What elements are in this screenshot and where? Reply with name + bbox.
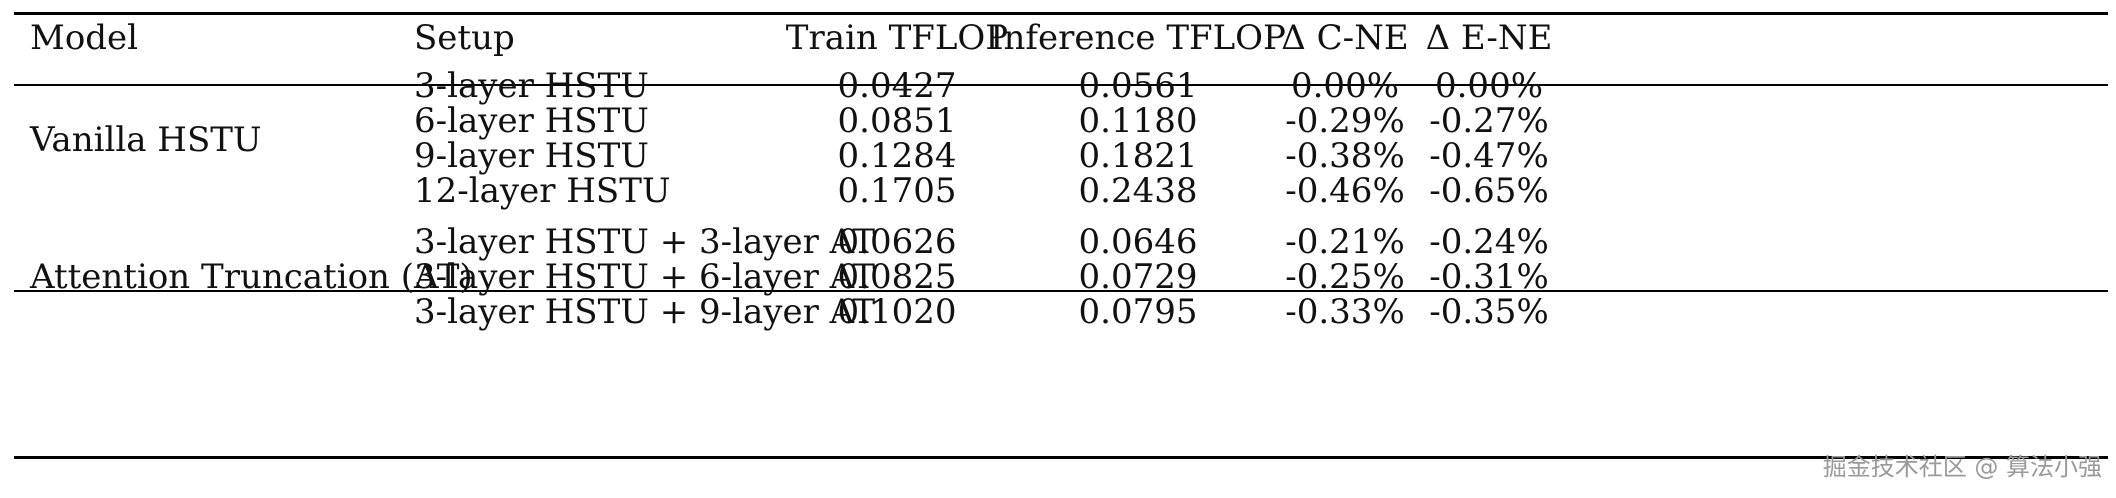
train-tflop-cell: 0.0427 [837,66,957,106]
group-model-label: Vanilla HSTU [30,120,262,160]
setup-cell: 3-layer HSTU + 9-layer AT [414,292,876,332]
inference-tflop-cell: 0.0561 [1078,66,1198,106]
delta-ene-cell: -0.47% [1429,136,1549,176]
table-group-rule [14,290,2108,292]
delta-ene-cell: -0.35% [1429,292,1549,332]
setup-cell: 3-layer HSTU [414,66,649,106]
train-tflop-cell: 0.0825 [837,257,957,297]
delta-ene-cell: -0.24% [1429,222,1549,262]
setup-cell: 6-layer HSTU [414,101,649,141]
delta-ene-cell: 0.00% [1434,66,1544,106]
delta-cne-cell: -0.38% [1285,136,1405,176]
inference-tflop-cell: 0.1821 [1078,136,1198,176]
delta-ene-cell: -0.65% [1429,171,1549,211]
delta-cne-cell: -0.25% [1285,257,1405,297]
header-delta-ene: Δ E-NE [1425,18,1553,58]
inference-tflop-cell: 0.0646 [1078,222,1198,262]
train-tflop-cell: 0.1284 [837,136,957,176]
header-delta-cne: Δ C-NE [1281,18,1409,58]
inference-tflop-cell: 0.2438 [1078,171,1198,211]
table-header-rule [14,84,2108,86]
header-setup: Setup [414,18,515,58]
setup-cell: 3-layer HSTU + 3-layer AT [414,222,876,262]
setup-cell: 12-layer HSTU [414,171,671,211]
header-train-tflop: Train TFLOP [785,18,1009,58]
delta-cne-cell: -0.29% [1285,101,1405,141]
inference-tflop-cell: 0.1180 [1078,101,1198,141]
delta-cne-cell: -0.46% [1285,171,1405,211]
train-tflop-cell: 0.0626 [837,222,957,262]
delta-ene-cell: -0.27% [1429,101,1549,141]
group-model-label: Attention Truncation (AT) [30,257,473,297]
setup-cell: 3-layer HSTU + 6-layer AT [414,257,876,297]
delta-cne-cell: 0.00% [1290,66,1400,106]
inference-tflop-cell: 0.0729 [1078,257,1198,297]
watermark-text: 掘金技术社区 @ 算法小强 [1822,453,2102,481]
delta-cne-cell: -0.21% [1285,222,1405,262]
header-inference-tflop: Inference TFLOP [990,18,1286,58]
train-tflop-cell: 0.1020 [837,292,957,332]
train-tflop-cell: 0.0851 [837,101,957,141]
table-top-rule [14,12,2108,15]
delta-cne-cell: -0.33% [1285,292,1405,332]
table-bottom-rule [14,456,2108,459]
delta-ene-cell: -0.31% [1429,257,1549,297]
header-model: Model [30,18,139,58]
inference-tflop-cell: 0.0795 [1078,292,1198,332]
setup-cell: 9-layer HSTU [414,136,649,176]
train-tflop-cell: 0.1705 [837,171,957,211]
